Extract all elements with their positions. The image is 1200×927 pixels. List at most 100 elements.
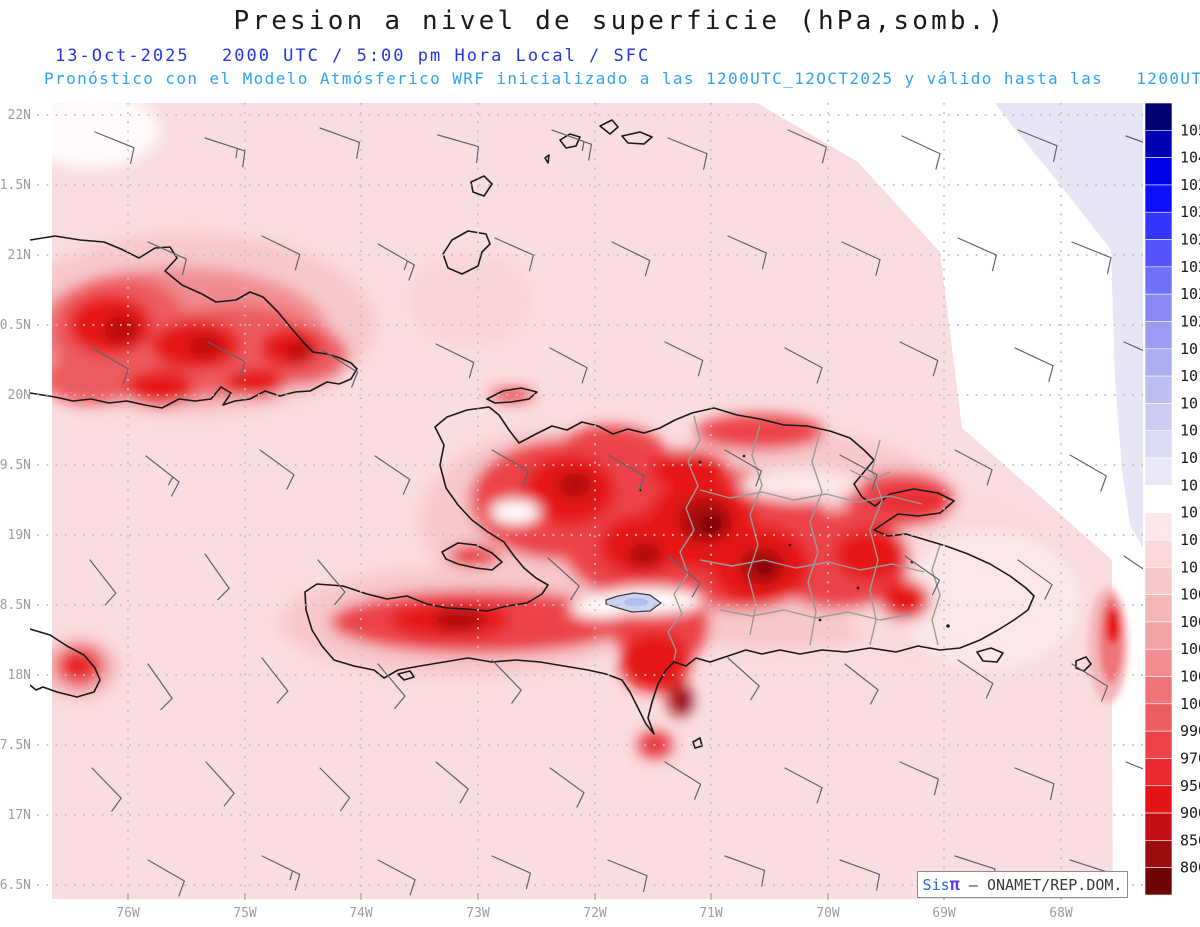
colorbar-cell bbox=[1144, 867, 1173, 896]
lon-label: 71W bbox=[699, 906, 723, 921]
wind-barb bbox=[667, 555, 701, 598]
wind-barb bbox=[491, 659, 522, 704]
wind-barb bbox=[1125, 761, 1143, 770]
wind-barb bbox=[145, 455, 180, 497]
lon-label: 70W bbox=[816, 906, 840, 921]
forecast-time: 2000 UTC / 5:00 pm Hora Local / SFC bbox=[222, 46, 651, 66]
wind-barb bbox=[374, 455, 411, 495]
lat-label: 20N bbox=[8, 388, 31, 403]
colorbar-cell bbox=[1144, 812, 1173, 841]
colorbar-cell bbox=[1144, 321, 1173, 350]
wind-barb bbox=[437, 134, 479, 164]
colorbar-boundary-label: 1018 bbox=[1180, 367, 1200, 385]
wind-barb bbox=[549, 767, 585, 808]
coastline-turks-4 bbox=[544, 154, 550, 164]
wind-barb bbox=[94, 131, 135, 164]
wind-barb bbox=[491, 855, 531, 890]
lat-label: 9.5N bbox=[0, 458, 31, 473]
colorbar-cell bbox=[1144, 157, 1173, 186]
wind-barb bbox=[664, 761, 702, 800]
wind-barb bbox=[839, 454, 878, 491]
colorbar-cell bbox=[1144, 621, 1173, 650]
colorbar-boundary-label: 850 bbox=[1180, 831, 1200, 849]
colorbar-cell bbox=[1144, 676, 1173, 705]
wind-barb bbox=[899, 341, 939, 377]
wind-barb bbox=[261, 235, 301, 271]
wind-barb bbox=[1123, 555, 1143, 570]
colorbar-cell bbox=[1144, 485, 1173, 513]
forecast-date: 13-Oct-2025 bbox=[55, 46, 190, 66]
colorbar-boundary-label: 1020 bbox=[1180, 312, 1200, 330]
colorbar-cell bbox=[1144, 512, 1173, 541]
coastline-great-inagua bbox=[442, 230, 491, 275]
colorbar-boundary-label: 1014 bbox=[1180, 476, 1200, 494]
wind-barb bbox=[1017, 559, 1053, 600]
wind-barb bbox=[727, 235, 767, 270]
wind-barb bbox=[494, 237, 534, 272]
colorbar-boundary-label: 1019 bbox=[1180, 340, 1200, 358]
colorbar-cell bbox=[1144, 403, 1173, 432]
wind-barb bbox=[377, 859, 416, 896]
wind-barb bbox=[1123, 341, 1143, 352]
colorbar-cell bbox=[1144, 840, 1173, 868]
latlon-grid bbox=[28, 103, 1143, 900]
colorbar-cell bbox=[1144, 130, 1173, 158]
colorbar-boundary-label: 1050 bbox=[1180, 121, 1200, 139]
coastline-saona bbox=[976, 647, 1004, 663]
page-title: Presion a nivel de superficie (hPa,somb.… bbox=[233, 6, 1007, 36]
colorbar-cell bbox=[1144, 785, 1173, 814]
wind-barb bbox=[435, 343, 475, 379]
lon-label: 73W bbox=[466, 906, 490, 921]
colorbar-boundary-label: 1030 bbox=[1180, 203, 1200, 221]
wind-barb bbox=[1069, 454, 1107, 492]
axis-labels: 22N 1.5N 21N 0.5N 20N 9.5N 19N 8.5N 18N 7.5N 17N 6.… bbox=[0, 108, 1073, 921]
lon-label: 69W bbox=[932, 906, 956, 921]
lat-label: 6.5N bbox=[0, 878, 31, 893]
colorbar-boundary-label: 900 bbox=[1180, 804, 1200, 822]
wind-barb bbox=[547, 557, 580, 601]
sea-shading-1013-white bbox=[757, 103, 1143, 899]
colorbar-cell bbox=[1144, 348, 1173, 377]
lon-label: 75W bbox=[233, 906, 257, 921]
wind-barb bbox=[904, 555, 941, 596]
coastline-turks-2 bbox=[599, 119, 619, 135]
colorbar-boundary-label: 1028 bbox=[1180, 231, 1200, 249]
border-haiti-dr bbox=[667, 415, 701, 661]
colorbar-boundary-label: 1016 bbox=[1180, 422, 1200, 440]
colorbar-boundary-label: 970 bbox=[1180, 749, 1200, 767]
colorbar-boundary-label: 1012 bbox=[1180, 531, 1200, 549]
coastline-gonave bbox=[441, 542, 503, 571]
wind-barb bbox=[844, 663, 879, 705]
wind-barb bbox=[435, 761, 469, 804]
credit-org: – ONAMET/REP.DOM. bbox=[959, 875, 1123, 894]
lon-label: 76W bbox=[116, 906, 140, 921]
wind-barb bbox=[957, 659, 994, 699]
east-edge-red-streak bbox=[1088, 587, 1128, 703]
colorbar-cell bbox=[1144, 539, 1173, 568]
wind-barb bbox=[954, 449, 993, 486]
wind-barb bbox=[664, 341, 704, 377]
wind-barbs bbox=[89, 127, 1143, 897]
colorbar-boundary-label: 1015 bbox=[1180, 449, 1200, 467]
wind-barb bbox=[899, 761, 939, 796]
colorbar-cell bbox=[1144, 211, 1173, 240]
lon-label: 74W bbox=[349, 906, 373, 921]
colorbar-boundary-label: 1017 bbox=[1180, 394, 1200, 412]
wind-barb bbox=[1125, 135, 1143, 143]
colorbar-cell bbox=[1144, 293, 1173, 322]
wind-barb bbox=[319, 767, 351, 812]
colorbar-boundary-label: 1013 bbox=[1180, 504, 1200, 522]
wind-barb bbox=[147, 241, 187, 276]
wind-barb bbox=[147, 663, 173, 711]
colorbar-cell bbox=[1144, 375, 1173, 404]
wind-barb bbox=[839, 859, 881, 891]
lon-label: 68W bbox=[1049, 906, 1073, 921]
wind-barb bbox=[317, 559, 346, 606]
coastlines bbox=[30, 119, 1092, 749]
wind-barb bbox=[261, 855, 301, 891]
lat-label: 19N bbox=[8, 528, 31, 543]
admin-borders bbox=[667, 415, 941, 661]
